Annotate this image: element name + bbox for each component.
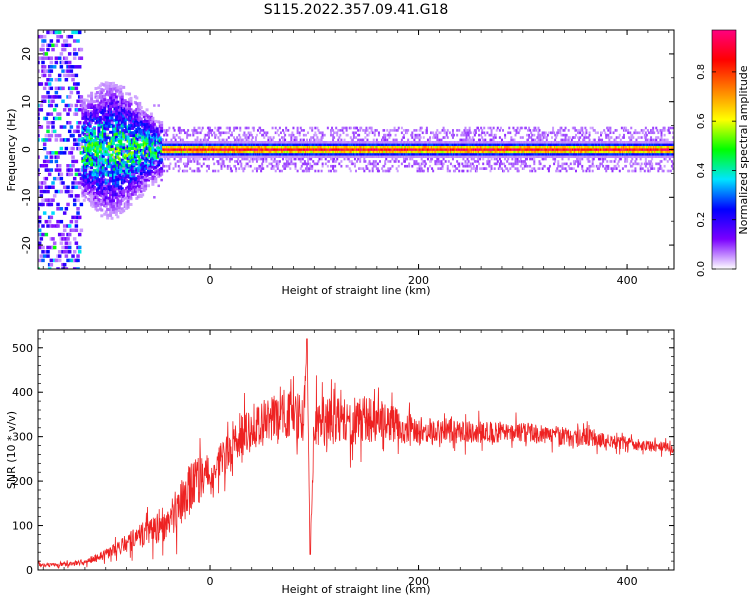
- colorbar: 0.0 0.2 0.4 0.6 0.8 Normalized spectral ampl…: [696, 29, 750, 277]
- snr-y-ticks: 0 100 200 300 400 500: [12, 329, 674, 577]
- colorbar-frame: [711, 29, 737, 270]
- snr-series-line: [38, 338, 674, 569]
- colorbar-ticks: 0.0 0.2 0.4 0.6 0.8: [696, 64, 736, 277]
- colorbar-tick-label: 0.6: [696, 113, 707, 129]
- snr-y-label: SNR (10 * v/v): [5, 411, 18, 489]
- x-tick-label: 200: [408, 274, 429, 287]
- colorbar-tick-label: 0.2: [696, 212, 707, 228]
- spectrogram-heatmap: [38, 30, 674, 269]
- colorbar-tick-label: 0.8: [696, 64, 707, 80]
- y-tick-label: 0: [20, 146, 33, 153]
- y-tick-label: 300: [12, 431, 33, 444]
- colorbar-bar: [712, 30, 736, 269]
- snr-plot-area: [38, 330, 674, 570]
- x-tick-label: 400: [617, 274, 638, 287]
- x-tick-label: 0: [207, 274, 214, 287]
- snr-x-label: Height of straight line (km): [281, 583, 430, 596]
- y-tick-label: 20: [20, 47, 33, 61]
- y-tick-label: 500: [12, 342, 33, 355]
- y-tick-label: -10: [20, 188, 33, 206]
- colorbar-tick-label: 0.4: [696, 162, 707, 178]
- snr-panel: 0 200 400 0 100 200 300 400 500 Height of strai…: [5, 329, 675, 596]
- spectrogram-x-ticks: 0 200 400: [42, 30, 670, 287]
- colorbar-tick-label: 0.0: [696, 261, 707, 277]
- y-tick-label: 100: [12, 520, 33, 533]
- x-tick-label: 0: [207, 575, 214, 588]
- spectrogram-y-label: Frequency (Hz): [5, 109, 18, 192]
- spectrogram-panel: 0 200 400 -20 -10 0 10 20 Height of straight l…: [5, 29, 675, 297]
- y-tick-label: 10: [20, 95, 33, 109]
- y-tick-label: -20: [20, 236, 33, 254]
- y-tick-label: 200: [12, 475, 33, 488]
- y-tick-label: 400: [12, 386, 33, 399]
- spectrogram-y-ticks: -20 -10 0 10 20: [20, 29, 674, 270]
- x-tick-label: 400: [617, 575, 638, 588]
- snr-x-ticks: 0 200 400: [42, 330, 670, 588]
- x-tick-label: 200: [408, 575, 429, 588]
- colorbar-label: Normalized spectral amplitude: [737, 65, 750, 234]
- spectrogram-x-label: Height of straight line (km): [281, 284, 430, 297]
- figure-title: S115.2022.357.09.41.G18: [264, 2, 449, 18]
- y-tick-label: 0: [26, 564, 33, 577]
